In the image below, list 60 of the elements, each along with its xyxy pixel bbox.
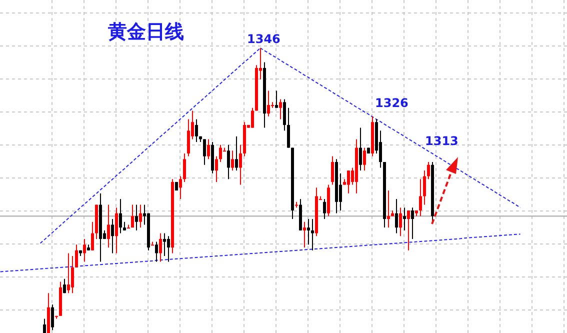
candlestick bbox=[131, 204, 134, 228]
candlestick bbox=[307, 218, 310, 246]
candlestick bbox=[183, 152, 186, 182]
candlestick bbox=[179, 176, 182, 200]
candlestick bbox=[387, 190, 390, 228]
candlestick bbox=[235, 136, 238, 172]
candlestick bbox=[423, 170, 426, 206]
candlestick bbox=[411, 207, 414, 240]
candlestick bbox=[279, 98, 282, 120]
candlestick bbox=[267, 90, 270, 117]
candlestick bbox=[359, 127, 362, 172]
candlestick bbox=[75, 244, 78, 268]
candlestick bbox=[395, 198, 398, 234]
candlestick bbox=[135, 204, 138, 231]
candlestick bbox=[71, 256, 74, 294]
candlestick bbox=[67, 252, 70, 294]
candlestick bbox=[207, 138, 210, 160]
candlestick bbox=[427, 162, 430, 180]
candlestick bbox=[203, 138, 206, 166]
candlestick bbox=[195, 118, 198, 143]
candlestick bbox=[111, 218, 114, 254]
candlestick bbox=[83, 238, 86, 262]
candlestick bbox=[167, 236, 170, 262]
candlestick bbox=[331, 156, 334, 186]
candlestick bbox=[251, 107, 254, 128]
candlestick bbox=[91, 221, 94, 251]
candlestick bbox=[231, 150, 234, 172]
candlestick bbox=[227, 144, 230, 180]
candlestick bbox=[63, 278, 66, 294]
annotation: 1326 bbox=[375, 96, 408, 110]
candlestick bbox=[311, 218, 314, 251]
candlestick bbox=[323, 198, 326, 220]
candlestick bbox=[403, 207, 406, 231]
candlestick bbox=[363, 147, 366, 172]
candlestick bbox=[347, 170, 350, 194]
annotation: 1313 bbox=[425, 134, 458, 148]
text: 1346 bbox=[247, 32, 280, 46]
candlestick bbox=[127, 224, 130, 229]
candlestick bbox=[287, 107, 290, 148]
candlestick bbox=[187, 118, 190, 157]
candlestick bbox=[155, 241, 158, 262]
candlestick bbox=[219, 144, 222, 162]
candlestick bbox=[43, 318, 46, 333]
candlestick bbox=[303, 221, 306, 248]
candlestick bbox=[151, 241, 154, 246]
candlestick bbox=[239, 144, 242, 186]
candlestick bbox=[275, 90, 278, 108]
candlestick bbox=[419, 178, 422, 217]
candlestick bbox=[139, 204, 142, 228]
candlestick bbox=[107, 204, 110, 248]
chart-title: 黄金日线 bbox=[107, 21, 184, 43]
candlestick bbox=[399, 207, 402, 237]
candlestick bbox=[163, 232, 166, 257]
candlestick bbox=[215, 156, 218, 182]
candlestick bbox=[407, 210, 410, 251]
candlestick bbox=[119, 198, 122, 234]
candlestick bbox=[115, 207, 118, 254]
candlestick bbox=[159, 232, 162, 262]
candlestick bbox=[51, 304, 54, 331]
candlestick bbox=[283, 98, 286, 132]
